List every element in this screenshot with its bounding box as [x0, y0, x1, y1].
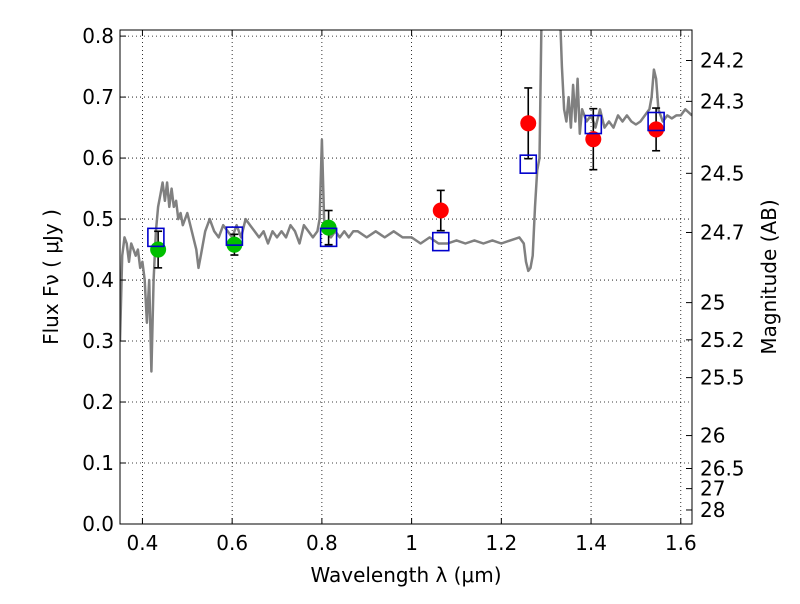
plot-frame	[119, 29, 693, 525]
model-flux-square	[431, 231, 450, 252]
magnitude-tick-label: 26	[700, 424, 725, 448]
model-flux-square	[519, 154, 538, 174]
y-tick-label: 0.5	[82, 207, 114, 231]
model-flux-square	[584, 114, 603, 135]
x-tick-label: 1.2	[485, 531, 517, 555]
x-tick-label: 1.4	[575, 531, 607, 555]
magnitude-tick-label: 25	[700, 291, 725, 315]
y-tick-label: 0.2	[82, 390, 114, 414]
x-tick-label: 1.6	[665, 531, 697, 555]
magnitude-tick-label: 25.2	[700, 328, 745, 352]
data-marks	[120, 30, 692, 373]
model-flux-square	[147, 227, 165, 248]
model-flux-square	[225, 226, 244, 246]
model-flux-square	[647, 111, 665, 132]
red-flux-point	[520, 115, 537, 132]
red-flux-point	[432, 202, 449, 219]
magnitude-tick-label: 26.5	[700, 457, 745, 481]
y2-axis-label: Magnitude (AB)	[757, 199, 781, 354]
y-tick-label: 0.4	[82, 268, 114, 292]
magnitude-tick-label: 25.5	[700, 366, 745, 390]
model-spectrum-line	[120, 30, 692, 373]
y-tick-label: 0.0	[82, 512, 114, 536]
magnitude-tick-label: 27	[700, 477, 725, 501]
y-tick-label: 0.3	[82, 329, 114, 353]
x-tick-label: 0.4	[127, 531, 159, 555]
x-tick-label: 0.6	[216, 531, 248, 555]
x-tick-label: 1	[405, 531, 418, 555]
y-tick-label: 0.6	[82, 146, 114, 170]
y-tick-label: 0.1	[82, 451, 114, 475]
green-flux-point	[150, 241, 167, 258]
magnitude-tick-label: 28	[700, 498, 725, 522]
magnitude-tick-label: 24.2	[700, 48, 745, 72]
magnitude-tick-label: 24.3	[700, 89, 745, 113]
x-tick-label: 0.8	[306, 531, 338, 555]
axis-ticks: 0.4 0.6 0.8 1 1.2 1.4 1.6 0.0 0.1 0.2 0.3 0.4 0.5 0.6…	[82, 24, 744, 555]
model-flux-square	[319, 227, 338, 248]
x-axis-label: Wavelength λ (μm)	[310, 563, 501, 587]
magnitude-tick-label: 24.7	[700, 220, 745, 244]
y-axis-label: Flux Fν ( μJy )	[39, 209, 63, 345]
y-tick-label: 0.8	[82, 24, 114, 48]
red-flux-point	[585, 131, 602, 148]
magnitude-tick-label: 24.5	[700, 161, 745, 185]
y-tick-label: 0.7	[82, 85, 114, 109]
data-markers	[147, 87, 665, 269]
red-flux-point	[648, 121, 665, 138]
grid-lines	[120, 30, 692, 525]
